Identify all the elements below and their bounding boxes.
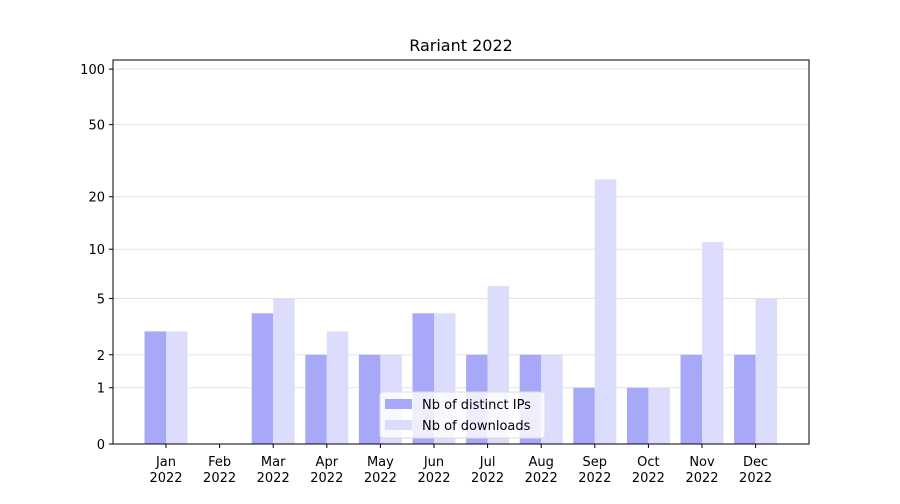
y-tick-label: 5 bbox=[97, 292, 105, 307]
x-tick-label: Dec 2022 bbox=[739, 455, 772, 486]
bar bbox=[702, 242, 724, 444]
bar bbox=[755, 298, 778, 444]
legend-label: Nb of downloads bbox=[422, 419, 531, 434]
x-tick-label: Oct 2022 bbox=[632, 455, 665, 486]
x-tick-label: Mar 2022 bbox=[257, 455, 290, 486]
y-tick-label: 20 bbox=[88, 191, 105, 206]
y-tick-label: 1 bbox=[97, 382, 105, 397]
x-tick-label: Jul 2022 bbox=[471, 455, 504, 486]
x-tick-label: Apr 2022 bbox=[310, 455, 343, 486]
y-tick-label: 10 bbox=[88, 243, 105, 258]
bar bbox=[648, 387, 670, 444]
legend-swatch bbox=[385, 399, 412, 409]
x-tick-label: Jan 2022 bbox=[149, 455, 182, 486]
bar bbox=[251, 313, 274, 444]
bar bbox=[680, 354, 702, 444]
x-tick-label: Nov 2022 bbox=[685, 455, 718, 486]
bar bbox=[144, 331, 166, 444]
y-tick-label: 50 bbox=[88, 119, 105, 134]
bar bbox=[358, 354, 381, 444]
bar bbox=[594, 179, 617, 444]
bar bbox=[305, 354, 327, 444]
plot-frame bbox=[112, 59, 810, 445]
y-tick-label: 2 bbox=[97, 349, 105, 364]
bar bbox=[573, 387, 595, 444]
y-tick-label: 100 bbox=[80, 63, 105, 78]
x-tick-label: May 2022 bbox=[364, 455, 397, 486]
bar bbox=[326, 331, 349, 444]
legend-swatch bbox=[385, 420, 412, 430]
x-tick-label: Feb 2022 bbox=[203, 455, 236, 486]
bar bbox=[273, 298, 295, 444]
bar bbox=[166, 331, 188, 444]
x-tick-label: Jun 2022 bbox=[417, 455, 450, 486]
x-tick-label: Sep 2022 bbox=[578, 455, 611, 486]
bar bbox=[734, 354, 756, 444]
y-tick-label: 0 bbox=[97, 438, 105, 453]
legend-label: Nb of distinct IPs bbox=[422, 398, 531, 413]
x-tick-label: Aug 2022 bbox=[525, 455, 558, 486]
bar bbox=[626, 387, 649, 444]
legend-box bbox=[379, 391, 546, 439]
bar bbox=[541, 354, 563, 444]
chart-title: Rariant 2022 bbox=[409, 36, 513, 55]
